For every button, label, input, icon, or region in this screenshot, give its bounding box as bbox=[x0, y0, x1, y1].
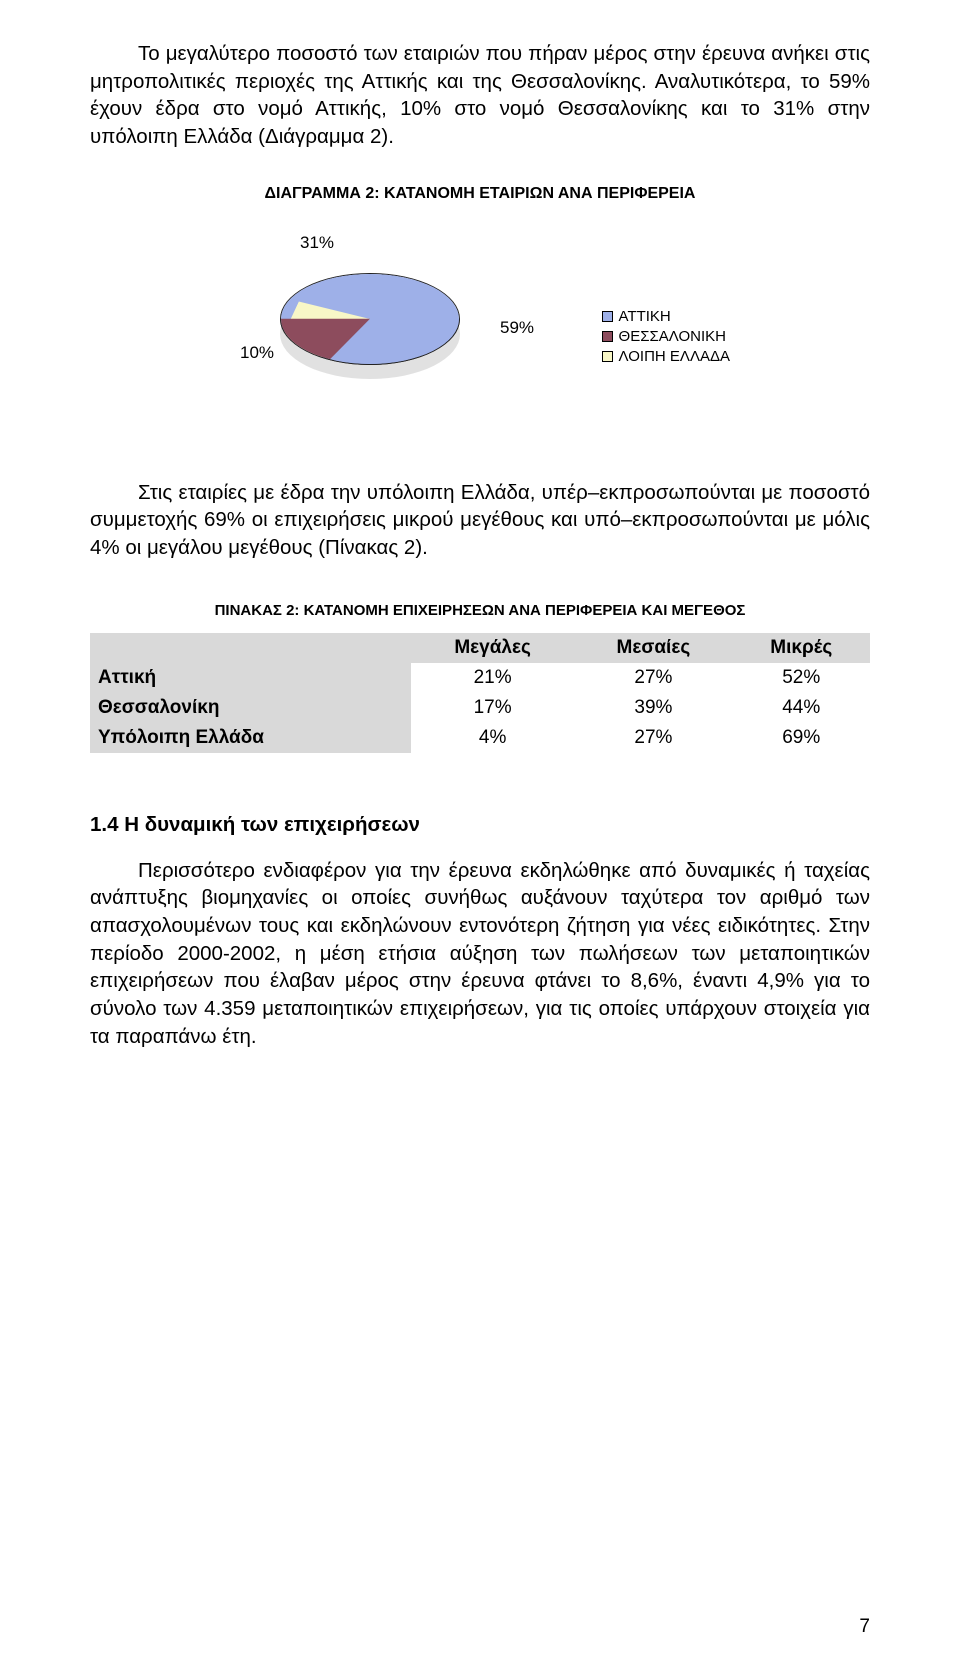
row-label-thess: Θεσσαλονίκη bbox=[90, 693, 411, 723]
pie-label-31: 31% bbox=[300, 233, 334, 253]
intro-paragraph-2: Στις εταιρίες με έδρα την υπόλοιπη Ελλάδ… bbox=[90, 479, 870, 562]
pie-label-10: 10% bbox=[240, 343, 274, 363]
cell: 27% bbox=[574, 663, 732, 693]
row-label-rest: Υπόλοιπη Ελλάδα bbox=[90, 723, 411, 753]
cell: 52% bbox=[733, 663, 870, 693]
legend-item-thess: ΘΕΣΣΑΛΟΝΙΚΗ bbox=[602, 328, 730, 345]
table-col-blank bbox=[90, 633, 411, 663]
cell: 44% bbox=[733, 693, 870, 723]
cell: 21% bbox=[411, 663, 574, 693]
page-number: 7 bbox=[859, 1616, 870, 1638]
legend-label-attiki: ΑΤΤΙΚΗ bbox=[619, 308, 671, 325]
legend-swatch-attiki bbox=[602, 311, 613, 322]
cell: 27% bbox=[574, 723, 732, 753]
legend-label-thess: ΘΕΣΣΑΛΟΝΙΚΗ bbox=[619, 328, 726, 345]
pie-figure bbox=[280, 263, 460, 403]
section-heading: 1.4 Η δυναμική των επιχειρήσεων bbox=[90, 813, 870, 837]
pie-top bbox=[280, 273, 460, 365]
cell: 39% bbox=[574, 693, 732, 723]
para2-text: Στις εταιρίες με έδρα την υπόλοιπη Ελλάδ… bbox=[90, 481, 870, 559]
table-col-large: Μεγάλες bbox=[411, 633, 574, 663]
legend-label-loipi: ΛΟΙΠΗ ΕΛΛΑΔΑ bbox=[619, 348, 730, 365]
table-header-row: Μεγάλες Μεσαίες Μικρές bbox=[90, 633, 870, 663]
table-row: Θεσσαλονίκη 17% 39% 44% bbox=[90, 693, 870, 723]
table-row: Υπόλοιπη Ελλάδα 4% 27% 69% bbox=[90, 723, 870, 753]
intro-paragraph-1: Το μεγαλύτερο ποσοστό των εταιριών που π… bbox=[90, 40, 870, 151]
cell: 4% bbox=[411, 723, 574, 753]
table-title: ΠΙΝΑΚΑΣ 2: ΚΑΤΑΝΟΜΗ ΕΠΙΧΕΙΡΗΣΕΩΝ ΑΝΑ ΠΕΡ… bbox=[90, 602, 870, 619]
legend-item-attiki: ΑΤΤΙΚΗ bbox=[602, 308, 730, 325]
pie-chart: 31% 10% 59% ΑΤΤΙΚΗ ΘΕΣΣΑΛΟΝΙΚΗ ΛΟΙΠΗ ΕΛΛ… bbox=[170, 233, 790, 463]
pie-legend: ΑΤΤΙΚΗ ΘΕΣΣΑΛΟΝΙΚΗ ΛΟΙΠΗ ΕΛΛΑΔΑ bbox=[602, 308, 730, 368]
legend-item-loipi: ΛΟΙΠΗ ΕΛΛΑΔΑ bbox=[602, 348, 730, 365]
distribution-table: Μεγάλες Μεσαίες Μικρές Αττική 21% 27% 52… bbox=[90, 633, 870, 753]
para3-text: Περισσότερο ενδιαφέρον για την έρευνα εκ… bbox=[90, 859, 870, 1048]
table-col-medium: Μεσαίες bbox=[574, 633, 732, 663]
cell: 69% bbox=[733, 723, 870, 753]
pie-label-59: 59% bbox=[500, 318, 534, 338]
table-col-small: Μικρές bbox=[733, 633, 870, 663]
legend-swatch-loipi bbox=[602, 351, 613, 362]
para1-text: Το μεγαλύτερο ποσοστό των εταιριών που π… bbox=[90, 42, 870, 148]
body-paragraph-3: Περισσότερο ενδιαφέρον για την έρευνα εκ… bbox=[90, 857, 870, 1051]
table-row: Αττική 21% 27% 52% bbox=[90, 663, 870, 693]
legend-swatch-thess bbox=[602, 331, 613, 342]
cell: 17% bbox=[411, 693, 574, 723]
chart-title: ΔΙΑΓΡΑΜΜΑ 2: ΚΑΤΑΝΟΜΗ ΕΤΑΙΡΙΩΝ ΑΝΑ ΠΕΡΙΦ… bbox=[90, 185, 870, 203]
row-label-attiki: Αττική bbox=[90, 663, 411, 693]
